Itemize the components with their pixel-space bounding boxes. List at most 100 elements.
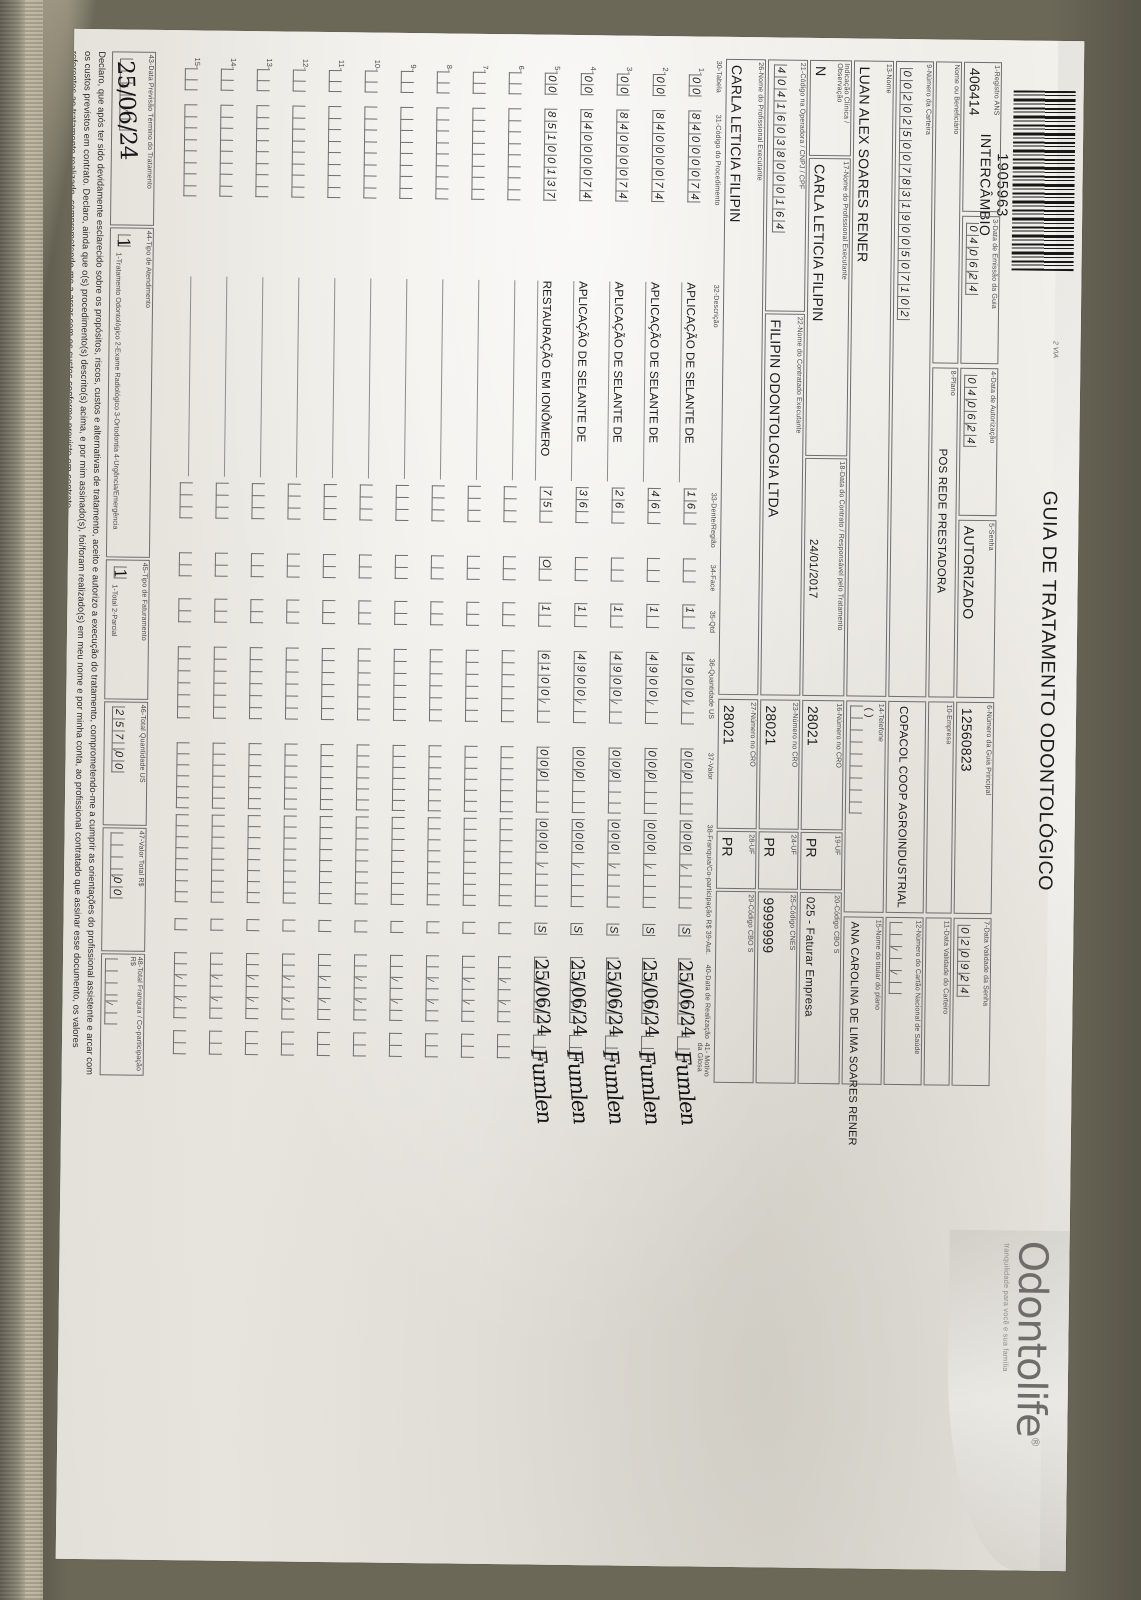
cell-face[interactable] xyxy=(610,557,624,582)
cell-qtd[interactable] xyxy=(466,601,480,626)
cell-tabela[interactable] xyxy=(364,70,378,93)
field-telefone[interactable]: 14-Telefone ( ) xyxy=(843,700,887,913)
cell-tabela[interactable] xyxy=(292,69,306,92)
cell-face[interactable] xyxy=(682,558,696,583)
cell-valor[interactable] xyxy=(499,746,514,813)
cell-tabela[interactable] xyxy=(220,68,234,91)
cell-motivo-glosa[interactable] xyxy=(388,1032,403,1057)
cell-descricao[interactable] xyxy=(223,276,230,477)
cell-descricao[interactable] xyxy=(295,277,302,478)
cell-quantidade-us[interactable] xyxy=(392,648,407,721)
cell-autorizado[interactable] xyxy=(498,922,512,935)
cell-motivo-glosa[interactable] xyxy=(316,1031,331,1057)
field-total-franquia[interactable]: 48-Total Franquia / Co-participação R$ xyxy=(99,953,146,1076)
cell-tabela[interactable] xyxy=(256,69,270,92)
cell-franquia[interactable] xyxy=(498,818,513,907)
cell-qtd[interactable] xyxy=(286,599,300,624)
cell-valor[interactable] xyxy=(175,742,190,809)
cell-face[interactable] xyxy=(394,554,408,580)
cell-codigo-procedimento[interactable] xyxy=(219,104,234,197)
field-nome-contratado-executante[interactable]: 22-Nome do Contratado Executante FILIPIN… xyxy=(760,313,805,696)
cell-motivo-glosa[interactable] xyxy=(424,1033,439,1058)
cell-dente-regiao[interactable] xyxy=(467,485,481,522)
cell-autorizado[interactable]: S xyxy=(570,923,584,936)
cell-valor[interactable]: 000 xyxy=(571,747,586,814)
cell-dente-regiao[interactable] xyxy=(359,484,373,521)
field-codigo-cbo-2[interactable]: 29-Código CBO S xyxy=(713,890,756,1084)
cell-data-realizacao[interactable] xyxy=(353,954,368,1021)
cell-quantidade-us[interactable] xyxy=(248,647,263,720)
cell-tabela[interactable] xyxy=(472,71,486,94)
field-tipo-faturamento[interactable]: 45-Tipo de Faturamento 1 1-Total 2-Parci… xyxy=(104,559,150,700)
cell-face[interactable] xyxy=(286,553,300,578)
cell-autorizado[interactable] xyxy=(390,920,404,933)
cell-qtd[interactable]: 1 xyxy=(574,603,588,628)
cell-face[interactable] xyxy=(502,556,516,581)
field-data-contrato[interactable]: 18-Data do Contrato / Responsável pelo T… xyxy=(802,457,848,697)
field-registro-ans[interactable]: 1-Registro ANS 406414 xyxy=(962,61,1003,213)
cell-autorizado[interactable] xyxy=(246,919,260,932)
cell-valor[interactable]: 000 xyxy=(679,748,694,815)
cell-descricao[interactable] xyxy=(367,278,374,479)
cell-codigo-procedimento[interactable] xyxy=(183,104,198,197)
cell-quantidade-us[interactable] xyxy=(176,646,191,719)
cell-descricao[interactable]: APLICAÇÃO DE SELANTE DE xyxy=(606,281,626,482)
cell-data-realizacao[interactable] xyxy=(461,955,476,1022)
cell-face[interactable] xyxy=(430,555,444,580)
cell-quantidade-us[interactable] xyxy=(428,649,443,722)
field-numero-cro-2[interactable]: 23-Número no CRO 28021 xyxy=(758,699,801,830)
cell-data-realizacao[interactable] xyxy=(173,952,188,1019)
field-uf-3[interactable]: 28-UF PR xyxy=(715,830,757,890)
cell-valor[interactable]: 000 xyxy=(607,747,622,814)
cell-codigo-procedimento[interactable] xyxy=(363,106,378,199)
field-nome-beneficiario[interactable]: 13-Nome LUAN ALEX SOARES RENER xyxy=(846,60,895,697)
field-numero-cro-3[interactable]: 27-Número no CRO 28021 xyxy=(716,698,759,830)
cell-tabela[interactable] xyxy=(184,68,198,91)
cell-valor[interactable]: 000 xyxy=(643,747,658,815)
cell-motivo-glosa[interactable] xyxy=(496,1034,511,1059)
cell-face[interactable] xyxy=(322,553,336,579)
cell-qtd[interactable] xyxy=(250,599,264,624)
cell-face[interactable] xyxy=(646,557,660,583)
cell-motivo-glosa[interactable] xyxy=(208,1030,223,1055)
cell-valor[interactable] xyxy=(391,744,406,811)
cell-face[interactable] xyxy=(574,557,588,582)
cell-motivo-glosa[interactable] xyxy=(172,1030,187,1055)
cell-motivo-glosa[interactable] xyxy=(280,1031,295,1056)
cell-valor[interactable]: 000 xyxy=(535,746,550,813)
field-data-validade-senha[interactable]: 7-Data Validade da Senha 020924 xyxy=(951,917,992,1087)
cell-franquia[interactable] xyxy=(318,815,333,905)
cell-quantidade-us[interactable] xyxy=(356,648,371,721)
cell-dente-regiao[interactable] xyxy=(215,482,229,519)
cell-descricao[interactable] xyxy=(187,276,194,477)
cell-codigo-procedimento[interactable] xyxy=(327,105,342,199)
cell-valor[interactable] xyxy=(427,745,442,812)
cell-qtd[interactable] xyxy=(178,598,192,623)
cell-face[interactable] xyxy=(178,552,192,577)
cell-valor[interactable] xyxy=(355,744,370,811)
cell-face[interactable] xyxy=(250,553,264,578)
cell-valor[interactable] xyxy=(211,742,226,809)
field-empresa-value[interactable]: COPACOL COOP AGROINDUSTRIAL xyxy=(885,700,927,914)
cell-dente-regiao[interactable] xyxy=(323,483,337,521)
cell-motivo-glosa[interactable] xyxy=(352,1032,367,1057)
cell-autorizado[interactable] xyxy=(354,920,368,933)
cell-data-realizacao[interactable] xyxy=(497,956,512,1023)
field-uf-1[interactable]: 19-UF PR xyxy=(799,831,843,891)
cell-qtd[interactable]: 1 xyxy=(610,603,624,628)
field-valor-total[interactable]: 47-Valor Total R$ 00 xyxy=(101,827,147,952)
